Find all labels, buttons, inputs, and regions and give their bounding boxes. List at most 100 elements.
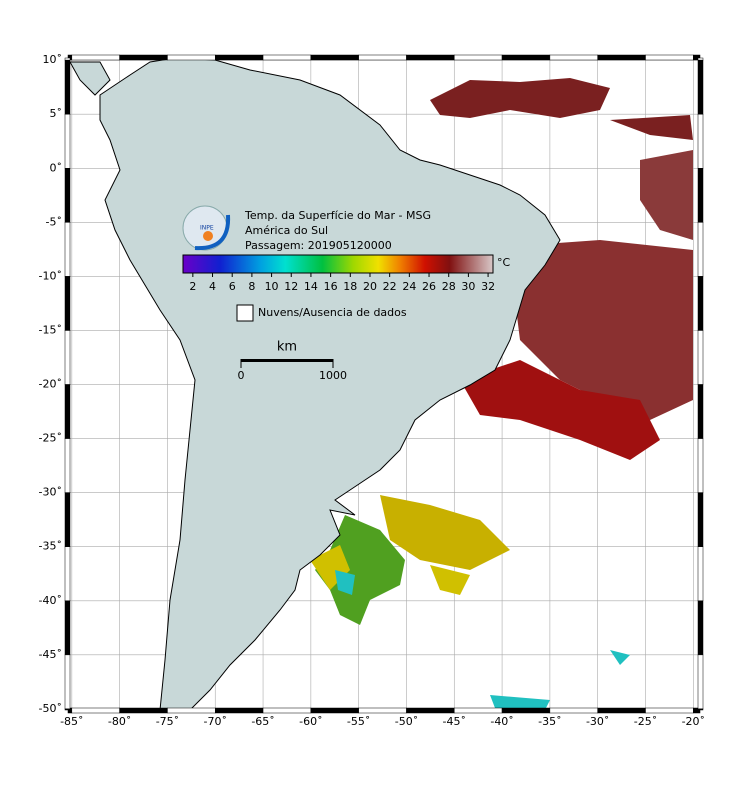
frame-bar <box>697 546 704 602</box>
colorbar-unit: °C <box>497 256 511 269</box>
lon-tick-label: -50˚ <box>395 715 418 728</box>
lat-tick-label: -10˚ <box>39 269 62 282</box>
colorbar-tick-label: 28 <box>442 280 456 293</box>
frame-bar <box>454 707 503 714</box>
colorbar-tick-label: 30 <box>461 280 475 293</box>
frame-bar <box>64 708 71 711</box>
frame-bar <box>697 59 704 115</box>
colorbar <box>182 254 494 274</box>
frame-bar <box>697 113 704 169</box>
frame-bar <box>697 384 704 439</box>
colorbar-tick-label: 14 <box>304 280 318 293</box>
frame-bar <box>693 54 701 61</box>
frame-bar <box>597 54 646 61</box>
frame-bar <box>454 54 503 61</box>
frame-bar <box>214 707 264 714</box>
scale-tick-label: 1000 <box>319 369 347 382</box>
frame: -85˚ -80˚ -75˚ -70˚ -65˚ -60˚ -55˚ -50˚ -45˚ -40˚… <box>39 53 706 728</box>
frame-bar <box>64 654 71 710</box>
frame-bar <box>697 492 704 547</box>
sst-patch <box>515 240 693 420</box>
colorbar-tick-label: 10 <box>265 280 279 293</box>
frame-bar <box>501 707 551 714</box>
colorbar-tick-label: 32 <box>481 280 495 293</box>
frame-bar <box>310 54 359 61</box>
lat-tick-label: -40˚ <box>39 594 62 607</box>
colorbar-tick-label: 16 <box>324 280 338 293</box>
lon-tick-label: -80˚ <box>108 715 131 728</box>
sst-patches <box>310 78 693 710</box>
legend-label: Nuvens/Ausencia de dados <box>258 306 407 319</box>
frame-bar <box>358 54 407 61</box>
frame-bar <box>64 546 71 602</box>
frame-bar <box>549 707 598 714</box>
lat-tick-label: -15˚ <box>39 323 62 336</box>
lat-tick-label: 5˚ <box>50 107 63 120</box>
frame-bar <box>119 54 168 61</box>
colorbar-tick-label: 8 <box>248 280 255 293</box>
lon-tick-label: -55˚ <box>347 715 370 728</box>
title-line: América do Sul <box>245 224 328 237</box>
lat-tick-label: -35˚ <box>39 540 62 553</box>
frame-bar <box>693 707 701 714</box>
frame-bar <box>64 113 71 169</box>
sst-patch <box>460 360 660 460</box>
lon-tick-label: -35˚ <box>538 715 561 728</box>
lon-tick-label: -75˚ <box>156 715 179 728</box>
frame-bar <box>697 600 704 656</box>
frame-bar <box>64 168 71 223</box>
colorbar-tick-label: 12 <box>284 280 298 293</box>
lat-tick-label: 0˚ <box>50 161 63 174</box>
frame-bar <box>549 54 598 61</box>
frame-bar <box>64 276 71 331</box>
sst-patch <box>380 495 510 570</box>
lon-tick-label: -45˚ <box>443 715 466 728</box>
frame-bar <box>64 438 71 493</box>
lat-tick-label: -45˚ <box>39 648 62 661</box>
frame-bar <box>214 54 264 61</box>
frame-bar <box>697 438 704 493</box>
frame-bar <box>71 54 120 61</box>
frame-bar <box>358 707 407 714</box>
lat-tick-label: -25˚ <box>39 432 62 445</box>
frame-bar <box>167 54 216 61</box>
frame-bar <box>645 54 694 61</box>
logo-text: INPE <box>200 225 214 232</box>
scale-unit: km <box>277 340 297 355</box>
colorbar-tick-label: 6 <box>229 280 236 293</box>
colorbar-tick-label: 26 <box>422 280 436 293</box>
legend-swatch <box>236 304 254 322</box>
frame-bar <box>167 707 216 714</box>
frame-bar <box>262 54 312 61</box>
logo: INPE <box>182 205 231 251</box>
frame-bar <box>64 57 71 61</box>
frame-bar <box>310 707 359 714</box>
frame-bar <box>64 330 71 385</box>
lon-tick-label: -25˚ <box>634 715 657 728</box>
frame-bar <box>406 707 455 714</box>
lat-tick-label: -30˚ <box>39 486 62 499</box>
frame-bar <box>697 222 704 277</box>
frame-bar <box>697 708 704 711</box>
frame-bar <box>262 707 312 714</box>
lat-tick-label: -50˚ <box>39 702 62 715</box>
scale-bar-body <box>241 359 333 362</box>
lon-tick-label: -60˚ <box>299 715 322 728</box>
sst-patch <box>315 515 405 625</box>
lat-tick-label: 10˚ <box>43 53 63 66</box>
frame-bar <box>64 222 71 277</box>
lon-tick-label: -30˚ <box>586 715 609 728</box>
frame-bar <box>597 707 646 714</box>
colorbar-ticks: 2 4 6 8 10 12 14 16 18 20 22 24 26 28 30 32 <box>189 273 495 293</box>
lon-tick-label: -65˚ <box>251 715 274 728</box>
colorbar-tick-label: 22 <box>383 280 397 293</box>
title-line: Passagem: 201905120000 <box>245 239 392 252</box>
scale-tick-label: 0 <box>238 369 245 382</box>
frame-bar <box>64 492 71 547</box>
frame-bar <box>64 384 71 439</box>
title-line: Temp. da Superfície do Mar - MSG <box>244 209 431 222</box>
colorbar-tick-label: 20 <box>363 280 377 293</box>
lon-tick-label: -85˚ <box>60 715 83 728</box>
frame-bar <box>697 330 704 385</box>
